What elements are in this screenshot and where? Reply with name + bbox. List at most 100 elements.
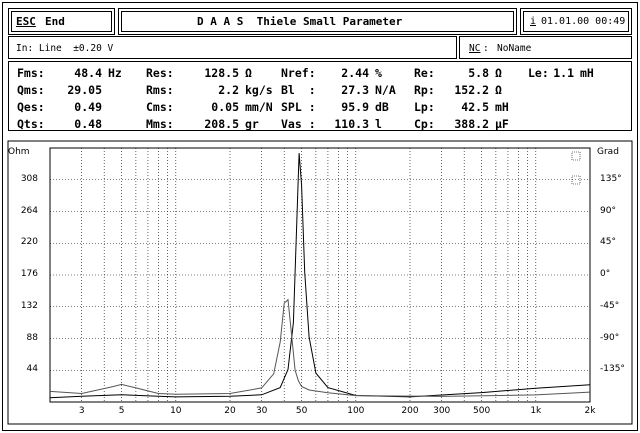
x-tick-label: 2k	[584, 406, 596, 416]
re-label: Re:	[414, 66, 435, 80]
right-unit-label: Grad	[597, 147, 619, 157]
info-datetime-box[interactable]: i 01.01.00 00:49	[520, 8, 632, 35]
rp-unit: Ω	[495, 83, 502, 97]
x-tick-label: 30	[255, 406, 268, 416]
name-field[interactable]: NC : NoName	[459, 36, 632, 59]
cp-unit: µF	[495, 117, 509, 131]
res-label: Res:	[146, 66, 174, 80]
x-tick-label: 200	[401, 406, 419, 416]
mms-value: 208.5	[204, 117, 239, 131]
esc-end-inner	[11, 11, 112, 32]
spl-value: 95.9	[341, 100, 369, 114]
x-tick-label: 50	[295, 406, 308, 416]
bl-label: Bl :	[281, 83, 316, 97]
cp-label: Cp:	[414, 117, 435, 131]
rms-label: Rms:	[146, 83, 174, 97]
x-tick-label: 20	[224, 406, 236, 416]
lp-unit: mH	[495, 100, 509, 114]
input-level: In: Line ±0.20 V	[16, 43, 114, 54]
mms-label: Mms:	[146, 117, 174, 131]
parameter-panel	[8, 61, 632, 131]
le-unit: mH	[580, 66, 594, 80]
rp-label: Rp:	[414, 83, 435, 97]
qts-value: 0.48	[74, 117, 102, 131]
fms-unit: Hz	[108, 66, 122, 80]
y-right-tick-label: 135°	[600, 173, 622, 184]
vas-label: Vas :	[281, 117, 316, 131]
x-tick-label: 100	[347, 406, 365, 416]
page-title: D A A S Thiele Small Parameter	[197, 15, 403, 28]
x-tick-label: 3	[78, 406, 85, 416]
legend-marker-phase	[571, 175, 581, 185]
input-settings[interactable]: In: Line ±0.20 V	[8, 36, 457, 59]
qms-value: 29.05	[67, 83, 102, 97]
left-unit-label: Ohm	[8, 147, 30, 157]
y-left-tick-label: 132	[20, 300, 38, 311]
fms-value: 48.4	[74, 66, 102, 80]
y-right-tick-label: -45°	[600, 300, 620, 311]
title-inner	[121, 11, 514, 32]
y-right-tick-label: -135°	[600, 364, 625, 375]
qes-value: 0.49	[74, 100, 102, 114]
nref-label: Nref:	[281, 66, 316, 80]
chart-panel	[7, 140, 633, 425]
nc-key: NC	[469, 43, 481, 54]
spl-unit: dB	[375, 100, 389, 114]
res-unit: Ω	[245, 66, 252, 80]
rms-value: 2.2	[218, 83, 239, 97]
bl-value: 27.3	[341, 83, 369, 97]
end-label: End	[45, 15, 65, 28]
y-left-tick-label: 88	[26, 332, 38, 343]
le-value: 1.1	[553, 66, 574, 80]
vas-value: 110.3	[334, 117, 369, 131]
qms-label: Qms:	[17, 83, 45, 97]
y-left-tick-label: 264	[20, 205, 38, 216]
info-inner	[523, 11, 629, 32]
vas-unit: l	[375, 117, 382, 131]
qts-label: Qts:	[17, 117, 45, 131]
nref-value: 2.44	[341, 66, 369, 80]
phase-curve	[49, 298, 591, 397]
x-tick-label: 300	[433, 406, 451, 416]
qes-label: Qes:	[17, 100, 45, 114]
cp-value: 388.2	[454, 117, 489, 131]
x-tick-label: 1k	[530, 406, 542, 416]
x-tick-label: 5	[118, 406, 125, 416]
x-tick-label: 10	[170, 406, 182, 416]
lp-value: 42.5	[461, 100, 489, 114]
cms-unit: mm/N	[245, 100, 273, 114]
res-value: 128.5	[204, 66, 239, 80]
bl-unit: N/A	[375, 83, 396, 97]
le-label: Le:	[528, 66, 549, 80]
speaker-name: NoName	[497, 43, 532, 54]
x-tick-label: 500	[473, 406, 491, 416]
y-right-tick-label: 90°	[600, 205, 616, 216]
esc-key: ESC	[16, 15, 36, 28]
fms-label: Fms:	[17, 66, 45, 80]
y-right-tick-label: -90°	[600, 332, 620, 343]
info-key: i	[530, 16, 537, 27]
y-left-tick-label: 220	[20, 237, 38, 248]
y-right-tick-label: 45°	[600, 237, 616, 248]
lp-label: Lp:	[414, 100, 435, 114]
spl-label: SPL :	[281, 100, 316, 114]
nref-unit: %	[375, 66, 382, 80]
cms-label: Cms:	[146, 100, 174, 114]
rp-value: 152.2	[454, 83, 489, 97]
y-left-tick-label: 44	[26, 364, 38, 375]
y-left-tick-label: 176	[20, 269, 38, 279]
re-unit: Ω	[495, 66, 502, 80]
y-left-tick-label: 308	[20, 173, 38, 184]
cms-value: 0.05	[211, 100, 239, 114]
re-value: 5.8	[468, 66, 489, 80]
rms-unit: kg/s	[245, 83, 273, 97]
y-right-tick-label: 0°	[600, 269, 611, 279]
esc-end-button[interactable]: ESC End	[8, 8, 115, 35]
impedance-curve	[49, 153, 591, 399]
mms-unit: gr	[245, 117, 259, 131]
title-bar: D A A S Thiele Small Parameter	[118, 8, 517, 35]
datetime: 01.01.00 00:49	[541, 16, 626, 27]
legend-marker-impedance	[571, 151, 581, 161]
